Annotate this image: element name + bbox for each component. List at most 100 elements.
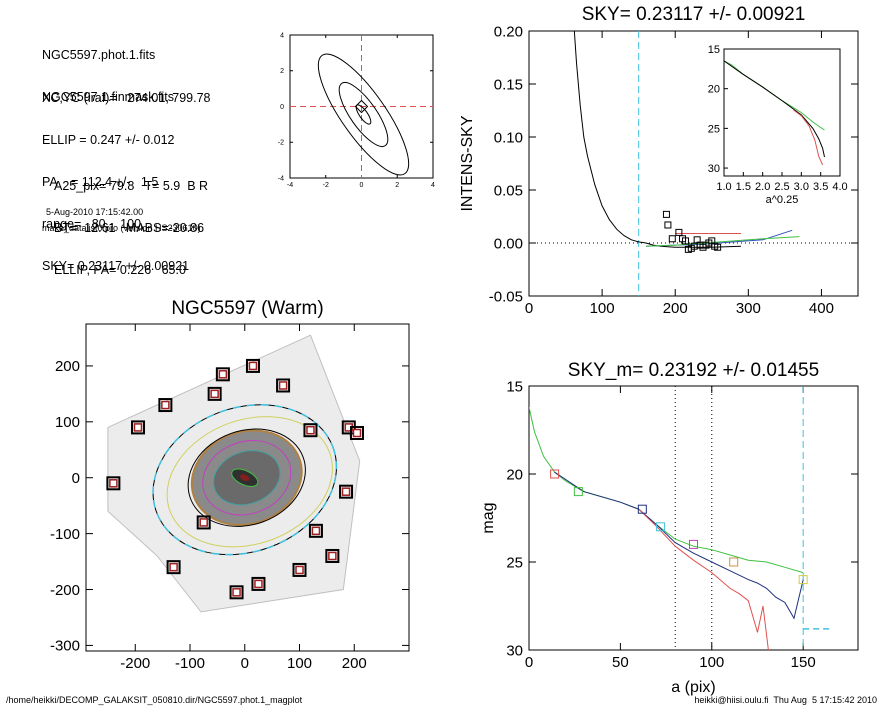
sky-box-point [699,243,707,251]
sky-sample-box [158,398,173,413]
inset-x-tick-label: 4.0 [832,181,847,193]
inset-frame [723,48,841,177]
x-tick-label: -100 [175,655,205,672]
sky-series-line [645,229,793,247]
info-params: XC,YC (iraf)= 274.01, 799.78 ELLIP = 0.2… [42,63,211,287]
plot-frame [528,30,859,297]
mag-marker [689,539,698,549]
sky-series-group [573,31,800,253]
inset-x-tick-label: 1.0 [716,181,731,193]
sky-sample-box [349,426,364,440]
sky-sample-box-inner [344,423,354,432]
mag-series-line [529,406,804,574]
y-tick-label: 0 [280,104,284,111]
mag-marker [656,522,666,532]
y-tick-label: 2 [280,68,284,75]
y-tick-label: 25 [506,554,523,571]
sky-sample-box [196,515,211,530]
footer-user: heikki@hiisi.oulu.fi Thu Aug 5 17:15:42 … [694,695,877,705]
sky-box-point [708,237,716,245]
y-tick-label: 100 [55,414,80,431]
info-line: BT= 12.61 MABS=-20.86 [54,221,205,235]
x-tick-label: 150 [791,654,816,671]
x-tick-label: 100 [590,300,615,317]
inset-y-tick-label: 30 [708,163,720,175]
sky-sample-box [131,420,146,435]
inset-x-tick-label: 2.0 [755,181,770,193]
sky-box-point [684,245,692,253]
sky-sample-box-inner [328,551,337,561]
sky-sample-box [303,423,318,438]
sky-sample-box [341,420,356,435]
sky-sample-box [325,548,340,563]
field-footprint [107,334,361,613]
center-marker [354,99,369,114]
x-tick-label: 200 [342,655,367,672]
info-line: A25_pix= 79.8 T= 5.9 B R [54,179,209,193]
info-date: 5-Aug-2010 17:15:42.00 [46,207,144,217]
sky-box-point [668,235,676,243]
isophote-magenta [202,440,292,516]
y-tick-label: 15 [506,378,523,395]
sky-box-point [675,228,683,236]
sky-box-point [693,236,701,244]
info-line: NGC5597.1.finmask.fits [42,90,174,104]
x-tick-label: 4 [431,182,435,189]
y-tick-label: 30 [506,642,523,659]
y-tick-label: 0.20 [494,23,523,40]
sky-series-line [645,236,800,247]
sky-sample-box [308,523,323,538]
sky-box-point [690,242,698,250]
sky-box-point [714,243,722,251]
info-line: XC,YC (iraf)= 274.01, 799.78 [42,91,211,105]
sky-sample-box [215,367,230,382]
y-tick-label: 0.00 [494,235,523,252]
mag-plot-xlabel: a (pix) [671,679,715,696]
galaxy-core [231,468,259,487]
sky-sample-box-inner [341,487,351,496]
isophote-black [187,428,306,527]
y-tick-label: 4 [280,32,284,39]
sky-series-line [573,31,742,248]
sky-plot-title: SKY= 0.23117 +/- 0.00921 [582,4,806,25]
y-tick-label: -300 [50,638,80,655]
mag-series-line [554,471,804,620]
x-tick-label: -200 [120,655,150,672]
sky-sample-box [207,386,222,401]
info-line: PA = 112.4 +/- 1.5 [42,175,159,189]
info-line: ELLIP, PA= 0.226 65.0 [54,263,186,277]
image-plot-title: NGC5597 (Warm) [171,298,323,319]
sky-box-point [679,235,687,243]
x-tick-label: 0 [241,655,249,672]
inset-x-tick-label: 3.0 [794,181,809,193]
inset-series-line [793,109,824,166]
x-tick-label: 2 [395,182,399,189]
sky-sample-box-inner [352,428,362,438]
sky-sample-box-inner [254,579,263,589]
y-tick-label: 0.05 [494,182,523,199]
inset-x-tick-label: 1.5 [736,181,751,193]
mag-marker [637,504,647,514]
sky-sample-box-inner [199,518,208,527]
inset-y-tick-label: 15 [708,44,720,56]
sky-sample-box-inner [218,370,228,379]
sky-box-point [662,210,670,218]
y-tick-label: -4 [278,175,284,182]
sky-sample-box [276,378,291,393]
sky-sample-box [339,484,354,499]
sky-box-point [696,241,704,249]
y-tick-label: 20 [506,466,523,483]
x-tick-label: 0 [360,182,364,189]
sky-sample-box [229,585,244,600]
x-tick-label: 100 [699,654,724,671]
plot-frame [528,385,859,651]
x-tick-label: 100 [287,655,312,672]
y-tick-label: 0 [72,470,80,487]
inset-xlabel: a^0.25 [766,194,799,206]
sky-box-point [681,237,689,245]
inset-y-tick-label: 20 [708,84,720,96]
contour-line [338,81,389,148]
sky-box-point [711,242,719,250]
mag-marker [729,557,739,567]
y-tick-label: 0.15 [494,76,523,93]
